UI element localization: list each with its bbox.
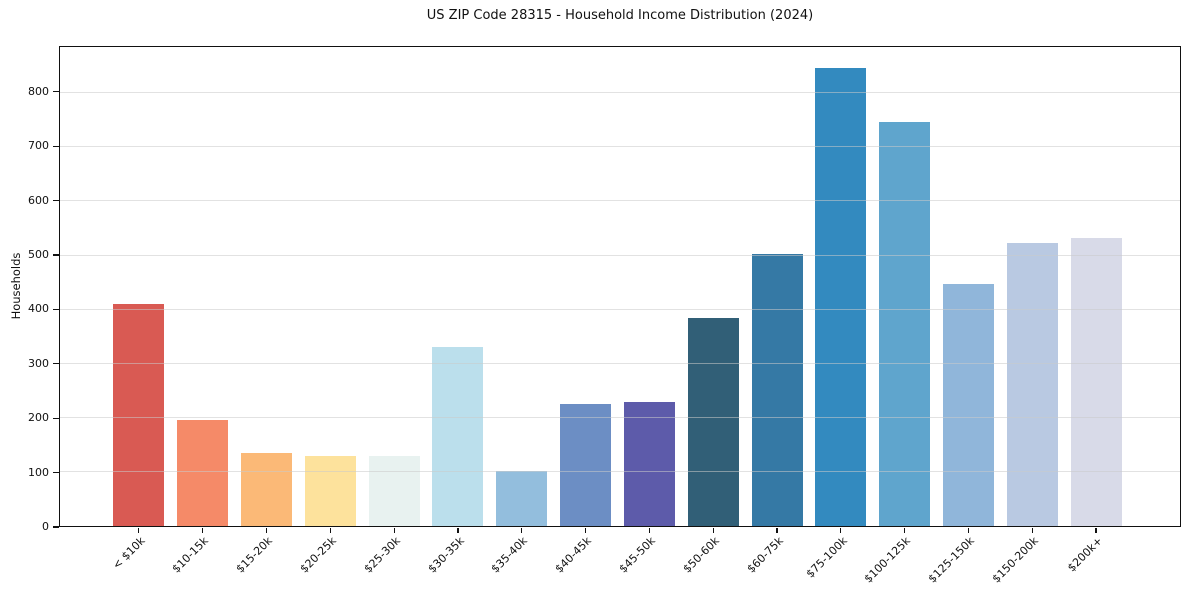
x-tick-mark: [329, 527, 331, 533]
x-tick-label: $50-60k: [680, 534, 722, 576]
bar-10: [751, 254, 803, 526]
x-tick-mark: [840, 527, 842, 533]
x-tick-label: $30-35k: [425, 534, 467, 576]
x-tick-label: $20-25k: [297, 534, 339, 576]
x-tick-label: $35-40k: [489, 534, 531, 576]
bar-slot-8: $45-50k: [617, 47, 682, 576]
x-tick-label: $25-30k: [361, 534, 403, 576]
x-tick-mark: [1031, 527, 1033, 533]
plot-area: < $10k $10-15k $15-20k $20-25k $25-30k $30-35…: [59, 46, 1181, 585]
y-tick-label: 700: [28, 139, 49, 153]
x-tick-mark: [584, 527, 587, 533]
x-tick-mark: [712, 527, 714, 533]
y-axis-label: Households: [9, 252, 23, 320]
chart-title: US ZIP Code 28315 - Household Income Dis…: [426, 8, 814, 23]
bar-slot-2: $15-20k: [234, 47, 299, 576]
x-tick-label: $100-125k: [861, 534, 914, 586]
bar-0: [113, 304, 165, 526]
x-tick-label: $45-50k: [616, 534, 658, 576]
bar-11: [815, 68, 867, 526]
x-tick-label: $10-15k: [169, 534, 212, 576]
bar-12: [879, 122, 931, 526]
x-tick-mark: [202, 527, 204, 533]
bar-slot-7: $40-45k: [553, 47, 618, 576]
x-tick-mark: [776, 527, 778, 533]
bar-5: [432, 347, 484, 526]
bar-slot-10: $60-75k: [744, 47, 809, 576]
bar-slot-0: < $10k: [107, 47, 171, 572]
x-tick-label: $15-20k: [233, 534, 276, 576]
bar-slot-12: $100-125k: [862, 47, 937, 585]
y-tick-label: 400: [28, 302, 49, 316]
bar-2: [241, 453, 293, 526]
x-tick-mark: [648, 527, 650, 533]
bar-14: [1006, 242, 1058, 526]
x-tick-mark: [393, 527, 395, 533]
bar-slot-14: $150-200k: [990, 47, 1064, 585]
x-tick-label: $75-100k: [803, 534, 850, 581]
bar-slot-6: $35-40k: [489, 47, 554, 576]
y-tick-label: 800: [28, 84, 49, 98]
y-tick-label: 500: [28, 247, 49, 261]
x-tick-label: $40-45k: [552, 534, 595, 576]
y-tick-label: 0: [42, 520, 49, 533]
x-tick-mark: [265, 527, 268, 533]
bar-slot-11: $75-100k: [803, 47, 873, 580]
y-tick-label: 600: [28, 193, 49, 207]
x-tick-mark: [967, 527, 970, 533]
bar-1: [177, 419, 229, 526]
bar-slot-4: $25-30k: [361, 47, 426, 576]
bar-6: [496, 470, 548, 526]
y-tick-label: 100: [28, 465, 49, 479]
x-tick-label: $125-150k: [925, 534, 977, 586]
x-tick-label: $150-200k: [989, 534, 1041, 586]
x-tick-mark: [138, 527, 140, 533]
x-tick-label: $60-75k: [744, 534, 786, 576]
bar-series: < $10k $10-15k $15-20k $20-25k $25-30k $30-35…: [60, 47, 1180, 585]
bar-slot-9: $50-60k: [680, 47, 745, 576]
bar-slot-3: $20-25k: [298, 47, 362, 576]
x-tick-mark: [521, 527, 523, 533]
x-tick-mark: [1095, 527, 1097, 533]
x-tick-label: < $10k: [109, 534, 148, 572]
bar-slot-5: $30-35k: [425, 47, 490, 576]
x-tick-mark: [457, 527, 459, 533]
x-tick-mark: [904, 527, 906, 533]
y-tick-label: 300: [28, 356, 49, 370]
bar-15: [1070, 237, 1122, 526]
x-tick-label: $200k+: [1064, 534, 1105, 575]
bar-slot-1: $10-15k: [170, 47, 235, 576]
bar-3: [304, 455, 356, 526]
bar-8: [623, 402, 675, 526]
y-tick-label: 200: [28, 411, 49, 425]
bar-9: [687, 318, 739, 526]
bar-7: [560, 404, 612, 526]
bar-13: [942, 283, 994, 526]
bar-4: [368, 456, 420, 526]
bar-slot-13: $125-150k: [926, 47, 1001, 585]
bar-slot-15: $200k+: [1064, 47, 1128, 574]
